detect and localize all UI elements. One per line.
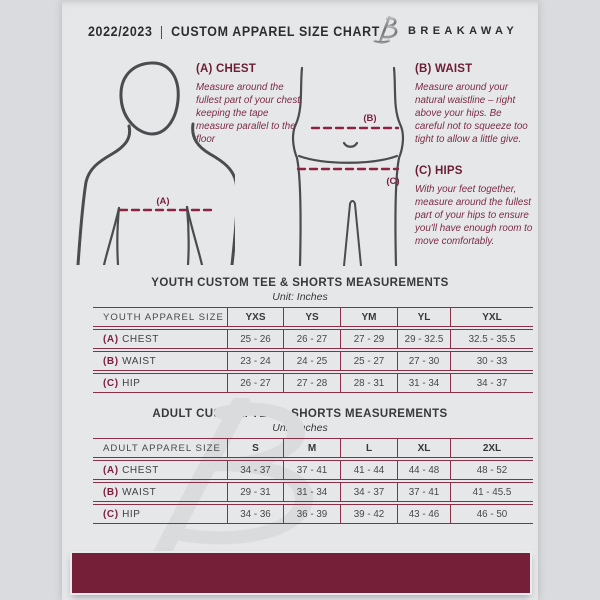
cell: 39 - 42: [340, 504, 397, 524]
cell: 32.5 - 35.5: [450, 329, 533, 349]
chest-description: Measure around the fullest part of your …: [196, 82, 303, 145]
cell: 44 - 48: [397, 460, 450, 480]
adult-chest-row: (A) CHEST 34 - 37 37 - 41 41 - 44 44 - 4…: [93, 460, 533, 480]
cell: 27 - 30: [397, 351, 450, 371]
title-year: 2022/2023: [88, 24, 153, 39]
cell: 43 - 46: [397, 504, 450, 524]
cell: 31 - 34: [283, 482, 340, 502]
head-outline: [119, 61, 180, 136]
size-col-l: L: [340, 438, 397, 458]
size-col-2xl: 2XL: [450, 438, 533, 458]
title-separator: |: [159, 24, 164, 39]
cell: 34 - 37: [450, 373, 533, 393]
brand-name: BREAKAWAY: [408, 25, 519, 37]
row-label: CHEST: [122, 333, 159, 345]
youth-table-unit: Unit: Inches: [272, 291, 328, 303]
youth-header-row: YOUTH APPAREL SIZE YXS YS YM YL YXL: [93, 307, 533, 327]
row-label: HIP: [122, 508, 141, 520]
cell: 41 - 45.5: [450, 482, 533, 502]
cell: 34 - 37: [227, 460, 283, 480]
adult-hip-row: (C) HIP 34 - 36 36 - 39 39 - 42 43 - 46 …: [93, 504, 533, 524]
youth-header-label: YOUTH APPAREL SIZE: [93, 307, 227, 327]
size-col-yl: YL: [397, 307, 450, 327]
size-col-xl: XL: [397, 438, 450, 458]
cell: 48 - 52: [450, 460, 533, 480]
cell: 29 - 32.5: [397, 329, 450, 349]
brand-lockup: BREAKAWAY: [371, 16, 518, 44]
cell: 27 - 28: [283, 373, 340, 393]
youth-hip-row: (C) HIP 26 - 27 27 - 28 28 - 31 31 - 34 …: [93, 373, 533, 393]
row-label: CHEST: [122, 464, 159, 476]
adult-header-row: ADULT APPAREL SIZE S M L XL 2XL: [93, 438, 533, 458]
hips-heading: (C) HIPS: [415, 165, 463, 177]
cell: 28 - 31: [340, 373, 397, 393]
document-title: 2022/2023 | CUSTOM APPAREL SIZE CHART: [88, 24, 380, 39]
row-label: HIP: [122, 377, 141, 389]
size-col-m: M: [283, 438, 340, 458]
cell: 25 - 26: [227, 329, 283, 349]
waist-description: Measure around your natural waistline – …: [415, 82, 528, 145]
size-col-yxl: YXL: [450, 307, 533, 327]
cell: 36 - 39: [283, 504, 340, 524]
youth-chest-row: (A) CHEST 25 - 26 26 - 27 27 - 29 29 - 3…: [93, 329, 533, 349]
hips-line-label: (C): [386, 176, 399, 187]
chest-line-label: (A): [156, 196, 169, 207]
row-key: (B): [103, 486, 119, 498]
size-col-s: S: [227, 438, 283, 458]
cell: 37 - 41: [283, 460, 340, 480]
row-key: (C): [103, 508, 119, 520]
cell: 30 - 33: [450, 351, 533, 371]
navel-mark: [342, 141, 359, 148]
waist-line-label: (B): [363, 113, 376, 124]
cell: 27 - 29: [340, 329, 397, 349]
youth-table-title: YOUTH CUSTOM TEE & SHORTS MEASUREMENTS: [151, 277, 449, 289]
hip-curve: [297, 154, 399, 164]
row-key: (C): [103, 377, 119, 389]
row-key: (A): [103, 333, 119, 345]
cell: 24 - 25: [283, 351, 340, 371]
cell: 34 - 37: [340, 482, 397, 502]
row-key: (B): [103, 355, 119, 367]
size-col-yxs: YXS: [227, 307, 283, 327]
size-col-ym: YM: [340, 307, 397, 327]
hips-diagram: (B) (C): [291, 66, 405, 266]
cell: 46 - 50: [450, 504, 533, 524]
chest-heading: (A) CHEST: [196, 63, 256, 75]
cell: 34 - 36: [227, 504, 283, 524]
youth-waist-row: (B) WAIST 23 - 24 24 - 25 25 - 27 27 - 3…: [93, 351, 533, 371]
size-col-ys: YS: [283, 307, 340, 327]
adult-header-label: ADULT APPAREL SIZE: [93, 438, 227, 458]
cell: 41 - 44: [340, 460, 397, 480]
footer-bar: [72, 553, 530, 593]
adult-waist-row: (B) WAIST 29 - 31 31 - 34 34 - 37 37 - 4…: [93, 482, 533, 502]
cell: 31 - 34: [397, 373, 450, 393]
youth-size-table: YOUTH APPAREL SIZE YXS YS YM YL YXL (A) …: [93, 305, 533, 395]
adult-size-table: ADULT APPAREL SIZE S M L XL 2XL (A) CHES…: [93, 436, 533, 526]
waist-heading: (B) WAIST: [415, 63, 473, 75]
torso-diagram: (A): [76, 61, 235, 265]
row-label: WAIST: [122, 486, 157, 498]
row-key: (A): [103, 464, 119, 476]
cell: 25 - 27: [340, 351, 397, 371]
cell: 37 - 41: [397, 482, 450, 502]
title-text: CUSTOM APPAREL SIZE CHART: [171, 24, 380, 39]
cell: 23 - 24: [227, 351, 283, 371]
cell: 29 - 31: [227, 482, 283, 502]
hips-description: With your feet together, measure around …: [415, 184, 533, 247]
cell: 26 - 27: [283, 329, 340, 349]
breakaway-logo-icon: [373, 16, 398, 44]
cell: 26 - 27: [227, 373, 283, 393]
row-label: WAIST: [122, 355, 157, 367]
